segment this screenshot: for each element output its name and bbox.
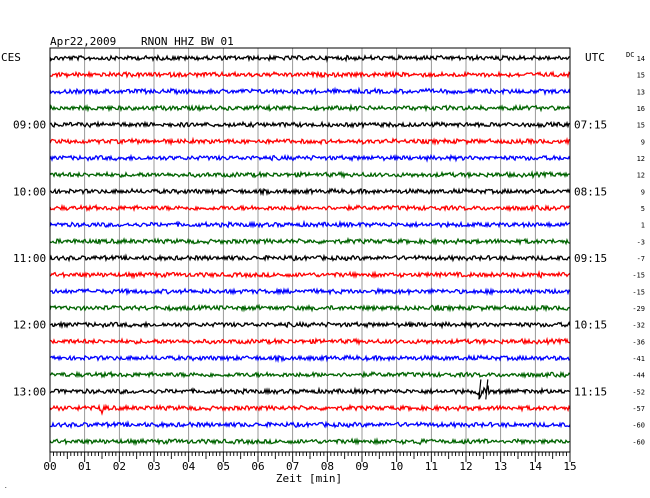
dc-offset-label-14: -15 [632, 272, 645, 280]
left-hour-label-1000: 10:00 [13, 185, 46, 198]
left-hour-label-1100: 11:00 [13, 252, 46, 265]
trace-line-22 [49, 403, 571, 416]
trace-line-21 [49, 385, 571, 400]
dc-offset-label-19: -41 [632, 355, 645, 363]
trace-line-1 [49, 53, 571, 63]
x-tick-label-01: 01 [78, 460, 91, 473]
trace-line-17 [49, 320, 571, 330]
dc-offset-label-16: -29 [632, 305, 645, 313]
right-timezone-label: UTC [585, 51, 605, 64]
trace-line-14 [49, 270, 571, 280]
x-axis: 00 01 02 03 04 05 06 07 08 09 10 11 12 13 14 15 [43, 452, 577, 473]
dc-offset-label-13: -7 [637, 255, 645, 263]
trace-line-20 [49, 370, 571, 379]
x-tick-label-10: 10 [390, 460, 403, 473]
header-station: RNON HHZ BW 01 [141, 35, 234, 48]
right-hour-label-0815: 08:15 [574, 185, 607, 198]
dc-offset-label-17: -32 [632, 322, 645, 330]
trace-line-5 [49, 120, 570, 130]
right-hour-labels: 07:15 08:15 09:15 10:15 11:15 [574, 119, 607, 399]
header-date: Apr22,2009 [50, 35, 116, 48]
trace-line-10 [49, 203, 571, 213]
dc-offset-label-6: 9 [641, 138, 645, 146]
dc-offset-label-7: 12 [637, 155, 645, 163]
trace-line-11 [49, 219, 571, 229]
dc-label: DC [626, 51, 634, 59]
dc-offset-label-18: -36 [632, 338, 645, 346]
right-hour-label-1015: 10:15 [574, 319, 607, 332]
trace-line-12 [49, 236, 571, 246]
right-hour-label-0915: 09:15 [574, 252, 607, 265]
x-tick-label-04: 04 [182, 460, 196, 473]
x-tick-label-03: 03 [147, 460, 160, 473]
x-tick-label-08: 08 [321, 460, 334, 473]
x-tick-label-00: 00 [43, 460, 56, 473]
x-tick-label-06: 06 [251, 460, 264, 473]
trace-line-15 [50, 287, 571, 297]
dc-offset-label-23: -60 [632, 422, 645, 430]
corner-mark: . [4, 483, 8, 490]
trace-line-8 [49, 170, 571, 180]
x-tick-label-13: 13 [494, 460, 507, 473]
x-tick-label-15: 15 [563, 460, 576, 473]
x-axis-label: Zeit [min] [276, 472, 342, 485]
dc-offset-label-15: -15 [632, 288, 645, 296]
left-timezone-label: CES [1, 51, 21, 64]
left-hour-label-0900: 09:00 [13, 119, 46, 132]
trace-line-18 [49, 336, 571, 346]
left-hour-labels: 09:00 10:00 11:00 12:00 13:00 [13, 119, 46, 399]
trace-lines [49, 53, 571, 447]
event-spike-line-21-2 [485, 379, 489, 400]
x-tick-label-09: 09 [355, 460, 368, 473]
trace-line-13 [49, 253, 571, 263]
dc-offset-label-24: -60 [632, 438, 645, 446]
left-hour-label-1200: 12:00 [13, 319, 46, 332]
dc-offset-label-12: -3 [637, 238, 645, 246]
trace-line-23 [49, 419, 571, 430]
trace-line-9 [49, 187, 571, 197]
dc-offset-label-10: 5 [641, 205, 645, 213]
trace-line-16 [49, 303, 571, 313]
dc-offset-label-3: 13 [637, 88, 645, 96]
trace-line-6 [49, 136, 571, 147]
x-tick-label-12: 12 [459, 460, 472, 473]
x-tick-label-02: 02 [113, 460, 126, 473]
trace-line-24 [49, 437, 571, 447]
trace-line-3 [49, 86, 571, 97]
trace-line-19 [49, 354, 571, 364]
dc-offset-label-8: 12 [637, 172, 645, 180]
dc-offset-label-20: -44 [632, 372, 645, 380]
x-tick-label-14: 14 [529, 460, 543, 473]
right-hour-label-1115: 11:15 [574, 385, 607, 398]
dc-offset-label-4: 16 [637, 105, 645, 113]
dc-offset-label-22: -57 [632, 405, 645, 413]
trace-line-4 [49, 103, 571, 113]
dc-offset-label-9: 9 [641, 188, 645, 196]
trace-line-7 [49, 153, 571, 163]
x-tick-label-05: 05 [217, 460, 230, 473]
dc-offset-label-2: 15 [637, 72, 645, 80]
trace-line-2 [49, 70, 571, 80]
dc-offset-labels: 14 15 13 16 15 9 12 12 9 5 1 -3 -7 -15 -15 -29 -32 -36 -41… [632, 55, 645, 446]
dc-offset-label-21: -52 [632, 388, 645, 396]
dc-offset-label-5: 15 [637, 122, 645, 130]
dc-offset-label-1: 14 [637, 55, 645, 63]
left-hour-label-1300: 13:00 [13, 385, 46, 398]
dc-offset-label-11: 1 [641, 222, 645, 230]
event-spike-line-21-1 [478, 379, 482, 400]
x-tick-label-07: 07 [286, 460, 299, 473]
right-hour-label-0715: 07:15 [574, 119, 607, 132]
minute-gridlines [84, 48, 536, 452]
x-tick-label-11: 11 [425, 460, 438, 473]
